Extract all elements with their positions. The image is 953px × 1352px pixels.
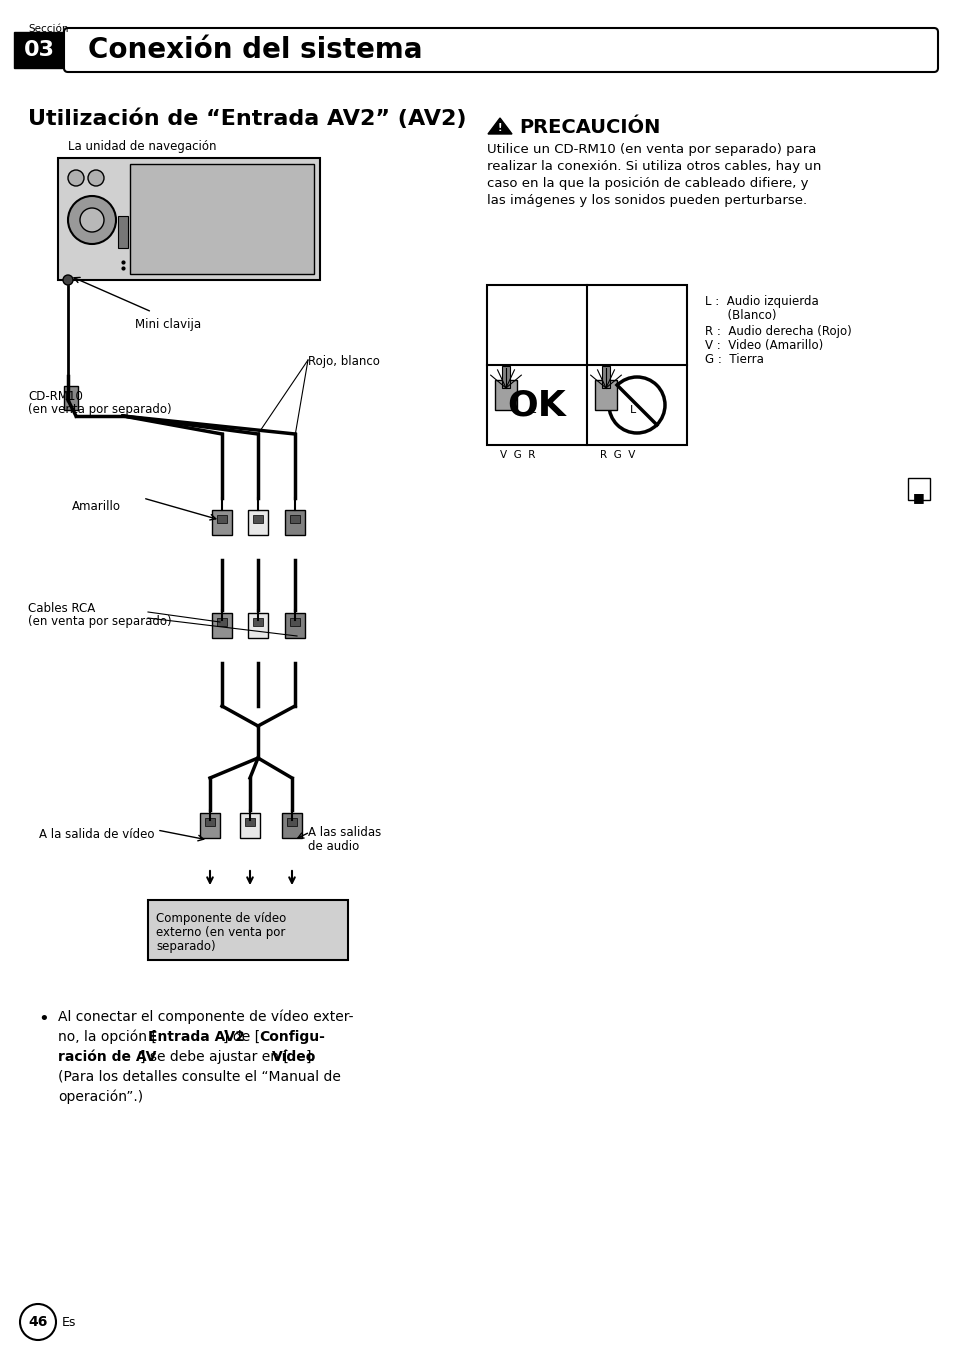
Text: de audio: de audio: [308, 840, 359, 853]
Bar: [200, 813, 220, 838]
Text: 03: 03: [24, 41, 54, 59]
Text: La unidad de navegación: La unidad de navegación: [68, 141, 216, 153]
Bar: [130, 164, 314, 274]
Text: separado): separado): [156, 940, 215, 953]
Circle shape: [80, 208, 104, 233]
Text: (Para los detalles consulte el “Manual de: (Para los detalles consulte el “Manual d…: [58, 1069, 340, 1084]
Circle shape: [63, 274, 73, 285]
Text: Es: Es: [62, 1315, 76, 1329]
Text: realizar la conexión. Si utiliza otros cables, hay un: realizar la conexión. Si utiliza otros c…: [486, 160, 821, 173]
Text: L: L: [629, 406, 636, 415]
Text: no, la opción [: no, la opción [: [58, 1030, 156, 1045]
Bar: [248, 510, 268, 535]
Bar: [601, 366, 609, 388]
Circle shape: [608, 377, 664, 433]
Text: Cables RCA: Cables RCA: [28, 602, 95, 615]
Text: Sección: Sección: [28, 24, 69, 34]
Text: Utilización de “Entrada AV2” (AV2): Utilización de “Entrada AV2” (AV2): [28, 108, 466, 128]
Text: R  G  V: R G V: [599, 450, 635, 460]
Circle shape: [68, 196, 116, 243]
Text: L :  Audio izquierda: L : Audio izquierda: [704, 295, 818, 308]
Text: !: !: [497, 123, 501, 132]
Text: externo (en venta por: externo (en venta por: [156, 926, 285, 940]
Bar: [501, 366, 510, 388]
Bar: [240, 813, 260, 838]
Text: Configu-: Configu-: [258, 1030, 324, 1044]
Bar: [216, 515, 227, 523]
Bar: [216, 618, 227, 626]
Text: Componente de vídeo: Componente de vídeo: [156, 913, 286, 925]
Text: ración de AV: ración de AV: [58, 1051, 156, 1064]
Text: A las salidas: A las salidas: [308, 826, 381, 840]
Bar: [118, 216, 128, 247]
FancyBboxPatch shape: [64, 28, 937, 72]
Bar: [486, 285, 686, 445]
Bar: [212, 510, 232, 535]
Bar: [282, 813, 302, 838]
Bar: [285, 612, 305, 638]
Text: operación”.): operación”.): [58, 1090, 143, 1105]
Bar: [148, 900, 348, 960]
Bar: [14, 32, 64, 68]
Bar: [212, 612, 232, 638]
Bar: [290, 515, 299, 523]
Text: V  G  R: V G R: [499, 450, 535, 460]
Polygon shape: [488, 118, 512, 134]
Text: Entrada AV2: Entrada AV2: [148, 1030, 245, 1044]
Bar: [285, 510, 305, 535]
Text: Conexión del sistema: Conexión del sistema: [88, 37, 422, 64]
Text: Amarillo: Amarillo: [71, 500, 121, 512]
Text: 46: 46: [29, 1315, 48, 1329]
Text: caso en la que la posición de cableado difiere, y: caso en la que la posición de cableado d…: [486, 177, 807, 191]
Bar: [248, 612, 268, 638]
Text: Mini clavija: Mini clavija: [135, 318, 201, 331]
Bar: [58, 158, 319, 280]
Circle shape: [68, 170, 84, 187]
Bar: [595, 380, 617, 410]
Text: (en venta por separado): (en venta por separado): [28, 615, 172, 627]
Bar: [495, 380, 517, 410]
Text: (Blanco): (Blanco): [704, 310, 776, 322]
Text: G :  Tierra: G : Tierra: [704, 353, 763, 366]
Text: OK: OK: [507, 388, 566, 422]
Text: R :  Audio derecha (Rojo): R : Audio derecha (Rojo): [704, 324, 851, 338]
Text: A la salida de vídeo: A la salida de vídeo: [39, 827, 154, 841]
Text: Al conectar el componente de vídeo exter-: Al conectar el componente de vídeo exter…: [58, 1010, 354, 1025]
Text: Vídeo: Vídeo: [272, 1051, 315, 1064]
Text: las imágenes y los sonidos pueden perturbarse.: las imágenes y los sonidos pueden pertur…: [486, 193, 806, 207]
Text: ] de [: ] de [: [223, 1030, 259, 1044]
Text: L: L: [530, 406, 536, 415]
Bar: [907, 479, 929, 500]
Text: ].: ].: [305, 1051, 315, 1064]
Text: •: •: [38, 1010, 49, 1028]
Text: (en venta por separado): (en venta por separado): [28, 403, 172, 416]
Bar: [287, 818, 296, 826]
Text: CD-RM10: CD-RM10: [28, 389, 83, 403]
Bar: [253, 515, 263, 523]
Bar: [253, 618, 263, 626]
Bar: [64, 387, 78, 410]
Circle shape: [88, 170, 104, 187]
Text: V :  Video (Amarillo): V : Video (Amarillo): [704, 339, 822, 352]
Text: ] se debe ajustar en [: ] se debe ajustar en [: [139, 1051, 288, 1064]
Bar: [245, 818, 254, 826]
Bar: [290, 618, 299, 626]
Text: PRECAUCIÓN: PRECAUCIÓN: [518, 118, 659, 137]
Text: Rojo, blanco: Rojo, blanco: [308, 356, 379, 368]
Text: Utilice un CD-RM10 (en venta por separado) para: Utilice un CD-RM10 (en venta por separad…: [486, 143, 816, 155]
Bar: [205, 818, 214, 826]
Circle shape: [20, 1303, 56, 1340]
Text: ■: ■: [912, 491, 923, 504]
